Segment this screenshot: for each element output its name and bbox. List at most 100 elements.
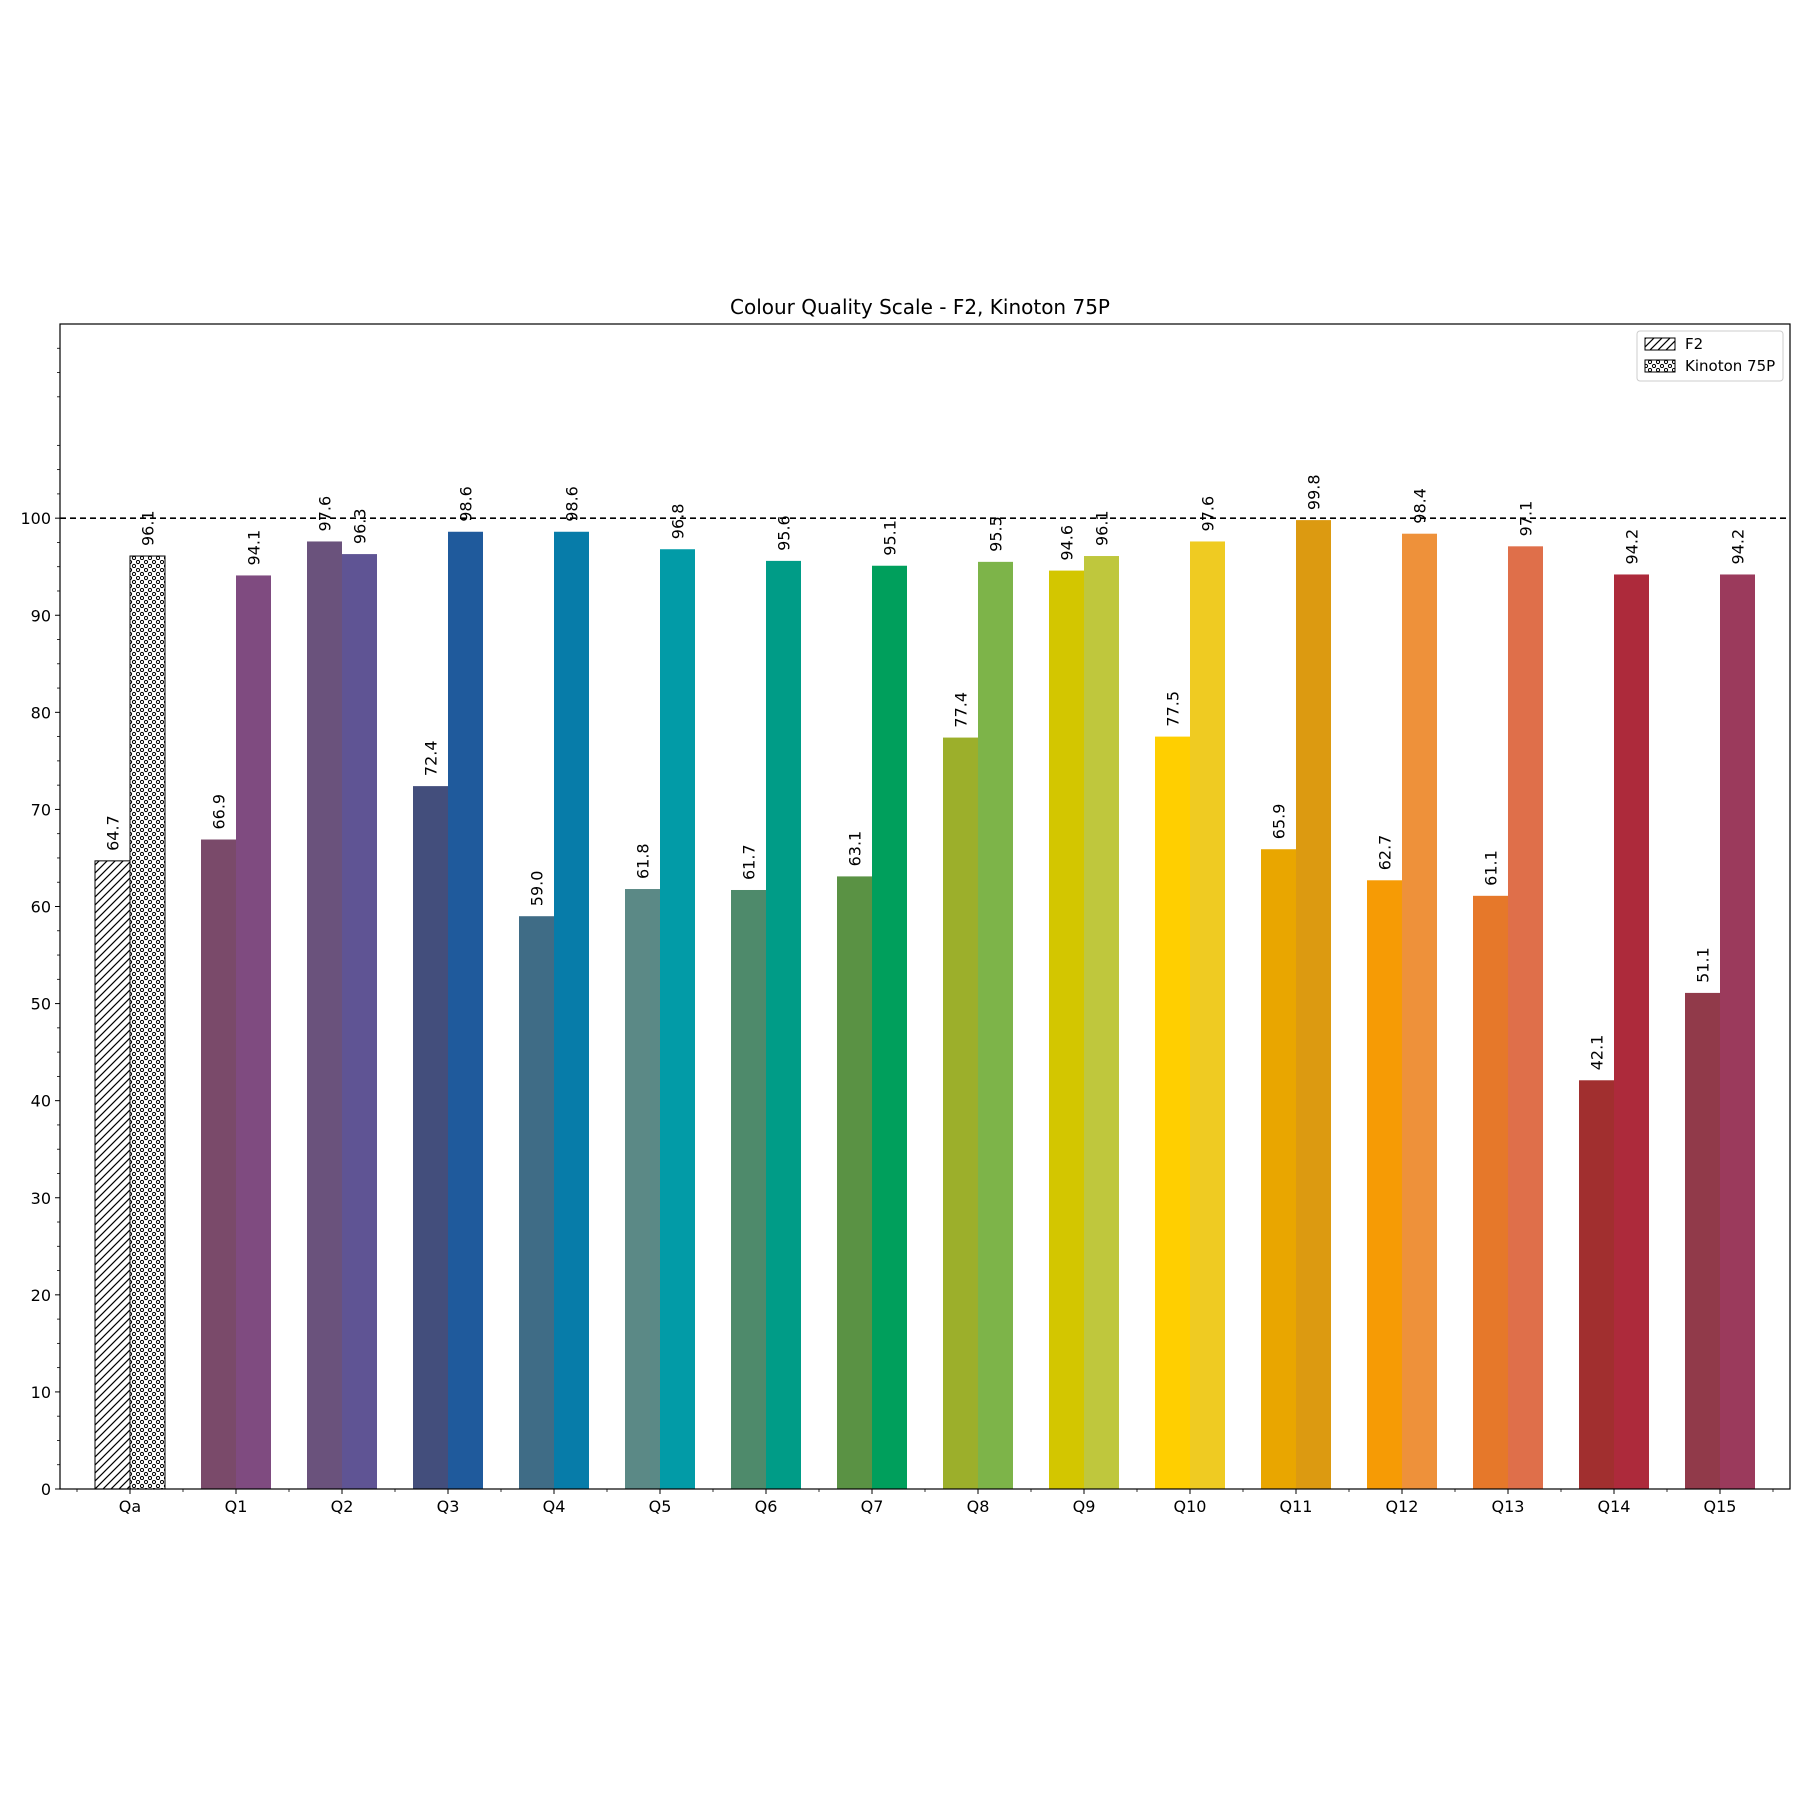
data-label-kinoton-q9: 96.1 <box>1093 510 1112 546</box>
data-label-f2-q3: 72.4 <box>422 740 441 776</box>
x-tick-label: Q8 <box>967 1497 990 1516</box>
data-label-f2-q11: 65.9 <box>1270 804 1289 840</box>
y-tick-label: 80 <box>31 703 51 722</box>
data-label-kinoton-q11: 99.8 <box>1305 474 1324 510</box>
data-label-kinoton-q7: 95.1 <box>881 520 900 556</box>
bar-kinoton-q10 <box>1190 541 1225 1489</box>
bar-kinoton-q9 <box>1084 556 1119 1489</box>
bar-f2-q12 <box>1367 880 1402 1489</box>
bar-f2-q15 <box>1685 992 1720 1489</box>
y-tick-label: 30 <box>31 1189 51 1208</box>
bar-kinoton-q5 <box>660 549 695 1489</box>
bar-kinoton-q7 <box>872 565 907 1489</box>
x-tick-label: Q10 <box>1174 1497 1207 1516</box>
data-label-f2-q1: 66.9 <box>210 794 229 830</box>
x-tick-label: Q14 <box>1598 1497 1631 1516</box>
bar-f2-q11 <box>1261 849 1296 1489</box>
bar-kinoton-q15 <box>1720 574 1755 1489</box>
bar-f2-q9 <box>1049 570 1084 1489</box>
bar-kinoton-q11 <box>1296 520 1331 1489</box>
bar-f2-q13 <box>1473 895 1508 1489</box>
bar-kinoton-q4 <box>554 531 589 1489</box>
data-label-f2-q13: 61.1 <box>1482 850 1501 886</box>
bar-f2-q14 <box>1579 1080 1614 1489</box>
bar-kinoton-q3 <box>448 531 483 1489</box>
y-tick-label: 90 <box>31 606 51 625</box>
data-label-f2-q8: 77.4 <box>952 692 971 728</box>
x-tick-label: Q6 <box>755 1497 778 1516</box>
y-tick-label: 50 <box>31 995 51 1014</box>
data-label-f2-q5: 61.8 <box>634 843 653 879</box>
data-label-f2-q12: 62.7 <box>1376 835 1395 871</box>
x-tick-label: Q1 <box>225 1497 248 1516</box>
x-tick-label: Q3 <box>437 1497 460 1516</box>
data-label-kinoton-q6: 95.6 <box>775 515 794 551</box>
data-label-kinoton-q13: 97.1 <box>1517 501 1536 537</box>
legend-label-kinoton: Kinoton 75P <box>1685 357 1775 375</box>
data-label-f2-q4: 59.0 <box>528 871 547 907</box>
y-tick-label: 100 <box>20 509 51 528</box>
data-label-kinoton-q4: 98.6 <box>563 486 582 522</box>
data-label-kinoton-q10: 97.6 <box>1199 496 1218 532</box>
y-tick-label: 70 <box>31 800 51 819</box>
bar-kinoton-q2 <box>342 554 377 1489</box>
plot-frame <box>59 323 1791 1490</box>
data-label-kinoton-q15: 94.2 <box>1729 529 1748 565</box>
bar-f2-q1 <box>201 839 236 1489</box>
x-tick-label: Q4 <box>543 1497 566 1516</box>
legend-swatch-f2 <box>1644 337 1676 351</box>
bar-f2-q3 <box>413 786 448 1489</box>
data-label-f2-q2: 97.6 <box>316 496 335 532</box>
y-tick-label: 10 <box>31 1383 51 1402</box>
bar-f2-q10 <box>1155 736 1190 1489</box>
plot-area: 0 10 20 30 40 50 60 70 80 90 100 64.7 96.1 Qa 66.9 94.1… <box>20 347 1790 1516</box>
bar-f2-q2 <box>307 541 342 1489</box>
data-label-f2-q9: 94.6 <box>1058 525 1077 561</box>
bar-f2-q4 <box>519 916 554 1489</box>
y-tick-label: 0 <box>41 1480 51 1499</box>
data-label-kinoton-q1: 94.1 <box>245 530 264 566</box>
bar-kinoton-qa <box>129 555 166 1490</box>
bar-f2-q5 <box>625 889 660 1489</box>
bar-kinoton-q12 <box>1402 533 1437 1489</box>
data-label-f2-q7: 63.1 <box>846 831 865 867</box>
data-label-kinoton-q5: 96.8 <box>669 504 688 540</box>
x-tick-label: Qa <box>119 1497 141 1516</box>
bar-f2-q7 <box>837 876 872 1489</box>
x-tick-label: Q7 <box>861 1497 884 1516</box>
data-label-kinoton-q2: 96.3 <box>351 508 370 544</box>
data-label-kinoton-qa: 96.1 <box>139 510 158 546</box>
x-tick-label: Q11 <box>1280 1497 1313 1516</box>
x-tick-label: Q5 <box>649 1497 672 1516</box>
x-tick-label: Q15 <box>1704 1497 1737 1516</box>
y-tick-label: 60 <box>31 898 51 917</box>
bar-kinoton-q13 <box>1508 546 1543 1489</box>
data-label-f2-q14: 42.1 <box>1588 1035 1607 1071</box>
bar-f2-q6 <box>731 889 766 1489</box>
data-label-f2-qa: 64.7 <box>104 815 123 851</box>
legend: F2 Kinoton 75P <box>1636 330 1784 382</box>
data-label-kinoton-q12: 98.4 <box>1411 488 1430 524</box>
data-label-f2-q10: 77.5 <box>1164 691 1183 727</box>
bar-kinoton-q8 <box>978 561 1013 1489</box>
data-label-f2-q6: 61.7 <box>740 844 759 880</box>
data-label-kinoton-q3: 98.6 <box>457 486 476 522</box>
y-tick-label: 40 <box>31 1092 51 1111</box>
bar-kinoton-q14 <box>1614 574 1649 1489</box>
bar-kinoton-q1 <box>236 575 271 1489</box>
bar-kinoton-q6 <box>766 560 801 1489</box>
x-tick-label: Q2 <box>331 1497 354 1516</box>
x-tick-label: Q13 <box>1492 1497 1525 1516</box>
data-label-f2-q15: 51.1 <box>1694 947 1713 983</box>
data-label-kinoton-q14: 94.2 <box>1623 529 1642 565</box>
chart-title: Colour Quality Scale - F2, Kinoton 75P <box>730 295 1110 319</box>
bar-f2-q8 <box>943 737 978 1489</box>
legend-label-f2: F2 <box>1685 335 1703 353</box>
legend-swatch-kinoton <box>1644 359 1676 373</box>
y-tick-label: 20 <box>31 1286 51 1305</box>
data-label-kinoton-q8: 95.5 <box>987 516 1006 552</box>
bar-f2-qa <box>94 860 131 1490</box>
x-tick-label: Q9 <box>1073 1497 1096 1516</box>
x-tick-label: Q12 <box>1386 1497 1419 1516</box>
